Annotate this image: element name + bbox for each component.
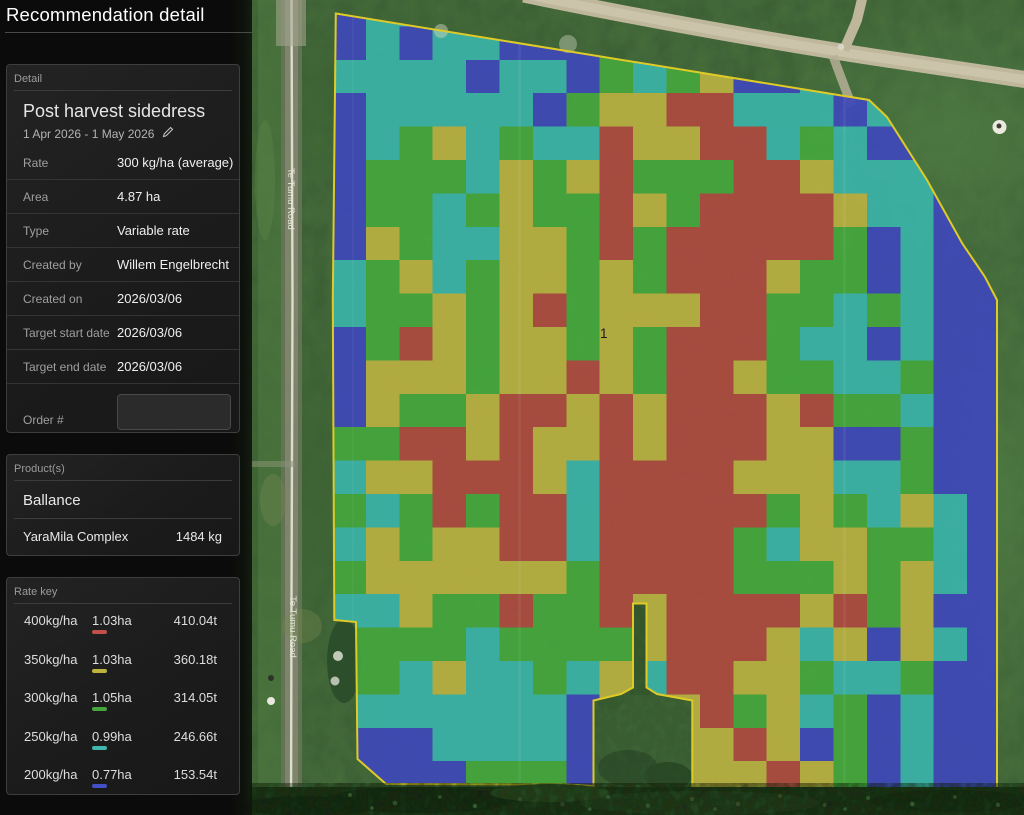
svg-text:Te Tumu Road: Te Tumu Road: [285, 168, 296, 230]
svg-text:1: 1: [600, 326, 608, 341]
svg-text:Te Tumu Road: Te Tumu Road: [287, 596, 298, 658]
